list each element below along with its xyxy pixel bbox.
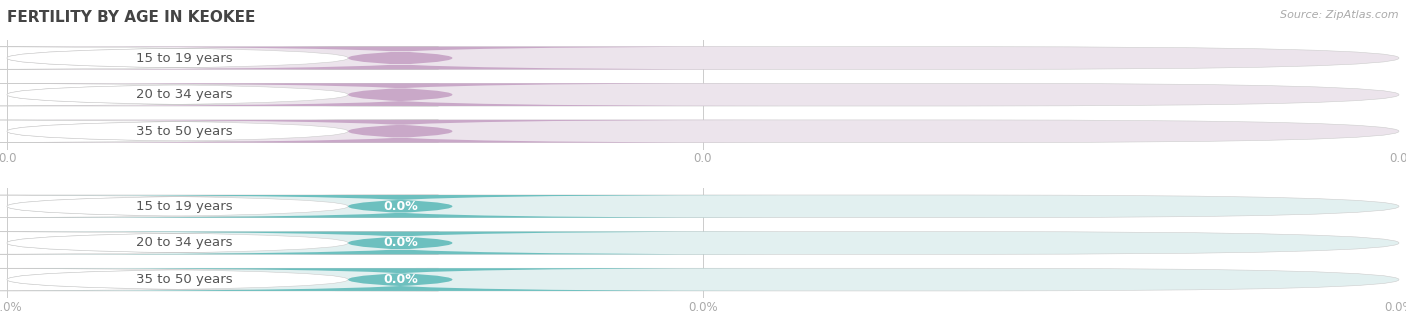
FancyBboxPatch shape bbox=[7, 83, 1399, 106]
Text: 20 to 34 years: 20 to 34 years bbox=[136, 88, 232, 101]
Text: 0.0%: 0.0% bbox=[382, 200, 418, 213]
Text: 20 to 34 years: 20 to 34 years bbox=[136, 236, 232, 250]
Text: 35 to 50 years: 35 to 50 years bbox=[136, 273, 232, 286]
Text: 0.0%: 0.0% bbox=[382, 273, 418, 286]
FancyBboxPatch shape bbox=[7, 120, 1399, 143]
FancyBboxPatch shape bbox=[7, 195, 1399, 218]
FancyBboxPatch shape bbox=[0, 268, 439, 291]
FancyBboxPatch shape bbox=[7, 47, 1399, 70]
FancyBboxPatch shape bbox=[21, 232, 779, 254]
Text: FERTILITY BY AGE IN KEOKEE: FERTILITY BY AGE IN KEOKEE bbox=[7, 10, 256, 25]
FancyBboxPatch shape bbox=[21, 195, 779, 218]
Text: 15 to 19 years: 15 to 19 years bbox=[136, 200, 232, 213]
Text: 15 to 19 years: 15 to 19 years bbox=[136, 52, 232, 65]
Text: 0.0: 0.0 bbox=[389, 52, 412, 65]
Text: Source: ZipAtlas.com: Source: ZipAtlas.com bbox=[1281, 10, 1399, 20]
FancyBboxPatch shape bbox=[21, 120, 779, 143]
FancyBboxPatch shape bbox=[21, 47, 779, 70]
FancyBboxPatch shape bbox=[7, 268, 1399, 291]
FancyBboxPatch shape bbox=[7, 232, 1399, 254]
Text: 0.0%: 0.0% bbox=[382, 236, 418, 250]
FancyBboxPatch shape bbox=[0, 195, 439, 218]
FancyBboxPatch shape bbox=[0, 232, 439, 254]
FancyBboxPatch shape bbox=[0, 120, 439, 143]
FancyBboxPatch shape bbox=[21, 83, 779, 106]
FancyBboxPatch shape bbox=[21, 268, 779, 291]
Text: 35 to 50 years: 35 to 50 years bbox=[136, 125, 232, 138]
FancyBboxPatch shape bbox=[0, 47, 439, 70]
FancyBboxPatch shape bbox=[0, 83, 439, 106]
Text: 0.0: 0.0 bbox=[389, 88, 412, 101]
Text: 0.0: 0.0 bbox=[389, 125, 412, 138]
